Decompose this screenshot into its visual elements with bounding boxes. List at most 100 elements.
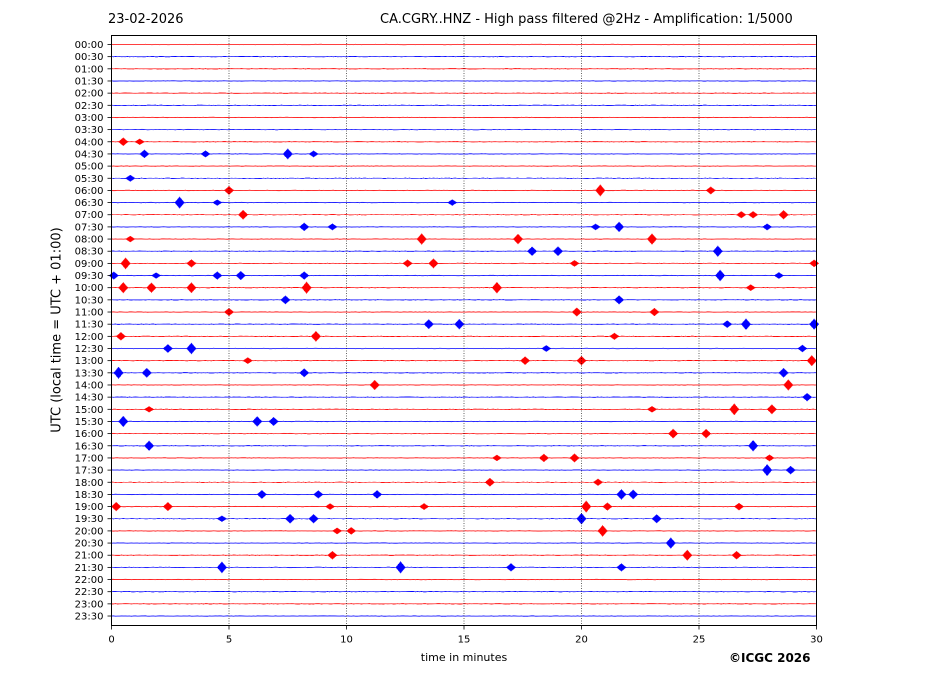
seismic-event [257, 490, 267, 499]
y-tick-label: 07:00 [75, 210, 104, 221]
seismic-event [125, 236, 135, 243]
seismic-event [111, 502, 121, 512]
seismic-event [722, 320, 732, 328]
y-tick-label: 04:30 [75, 149, 104, 160]
y-tick-label: 16:30 [75, 441, 104, 452]
seismic-event [706, 186, 716, 195]
y-tick-label: 16:00 [75, 429, 104, 440]
seismic-event [280, 295, 290, 305]
seismic-event [327, 551, 337, 560]
y-tick-label: 07:30 [75, 222, 104, 233]
trace-noise [111, 165, 816, 167]
seismic-event [572, 307, 582, 317]
seismic-event [313, 490, 323, 499]
trace-noise [111, 554, 816, 556]
seismic-event [424, 319, 434, 329]
seismic-event [741, 318, 751, 330]
y-tick-label: 10:30 [75, 295, 104, 306]
trace-noise [111, 335, 816, 338]
seismic-event [327, 223, 337, 231]
trace-noise [111, 92, 816, 94]
y-tick-label: 21:00 [75, 551, 104, 562]
trace-noise [111, 214, 816, 216]
seismic-event [217, 515, 227, 522]
seismic-event [419, 503, 429, 510]
x-tick-label: 25 [693, 635, 706, 646]
trace-noise [111, 116, 816, 119]
seismic-event [767, 404, 777, 415]
seismic-event [527, 246, 537, 256]
y-tick-label: 15:30 [75, 417, 104, 428]
y-tick-label: 19:30 [75, 514, 104, 525]
seismic-event [372, 490, 382, 499]
x-tick-label: 30 [810, 635, 823, 646]
trace-noise [111, 141, 816, 143]
seismic-event [186, 259, 196, 268]
seismic-event [224, 186, 234, 195]
seismic-event [779, 210, 789, 220]
seismic-event [591, 223, 601, 231]
seismic-event [283, 148, 293, 160]
trace-noise [111, 542, 816, 544]
seismic-event [299, 368, 309, 378]
trace-noise [111, 177, 816, 179]
seismic-event [146, 282, 156, 293]
trace-noise [111, 250, 816, 252]
seismic-event [729, 403, 739, 415]
seismic-event [762, 223, 772, 231]
trace-noise [111, 104, 816, 106]
y-tick-label: 22:30 [75, 587, 104, 598]
y-tick-label: 15:00 [75, 405, 104, 416]
x-tick-label: 5 [226, 635, 232, 646]
trace-noise [111, 201, 816, 204]
y-axis-label: UTC (local time = UTC + 01:00) [49, 227, 65, 433]
seismic-event [553, 246, 563, 256]
trace-noise [111, 359, 816, 362]
y-tick-label: 17:00 [75, 453, 104, 464]
seismic-event [116, 332, 126, 341]
seismic-event [732, 551, 742, 560]
seismic-event [144, 440, 154, 451]
seismic-event [576, 356, 587, 366]
seismic-event [243, 357, 253, 364]
seismic-event [593, 478, 603, 486]
seismic-event [682, 549, 692, 561]
trace-noise [111, 493, 816, 496]
seismic-event [628, 489, 638, 500]
seismic-event [734, 503, 744, 511]
seismic-event [285, 514, 295, 524]
y-tick-label: 06:00 [75, 186, 104, 197]
trace-noise [111, 445, 816, 447]
y-tick-label: 11:00 [75, 308, 104, 319]
y-tick-label: 14:00 [75, 380, 104, 391]
y-tick-label: 02:30 [75, 101, 104, 112]
seismic-event [224, 308, 234, 316]
seismic-event [736, 211, 746, 219]
x-tick-label: 20 [575, 635, 588, 646]
trace-noise [111, 262, 816, 265]
y-tick-label: 12:30 [75, 344, 104, 355]
y-tick-label: 14:30 [75, 393, 104, 404]
x-axis-ticks: 0 5 10 15 20 25 30 [108, 625, 823, 646]
seismic-event [809, 318, 819, 330]
y-tick-label: 12:00 [75, 332, 104, 343]
trace-noise [111, 68, 816, 70]
seismic-event [346, 527, 356, 535]
seismic-event [454, 319, 464, 330]
seismic-event [144, 406, 154, 413]
seismic-event [200, 150, 211, 158]
trace-noise [111, 238, 816, 240]
trace-noise [111, 566, 816, 569]
y-tick-label: 19:00 [75, 502, 104, 513]
seismic-event [774, 272, 784, 279]
seismic-event [217, 561, 227, 574]
seismic-event [783, 379, 793, 391]
seismic-event [569, 260, 580, 267]
chart-title: CA.CGRY..HNZ - High pass filtered @2Hz -… [380, 12, 793, 27]
y-tick-label: 13:00 [75, 356, 104, 367]
seismic-event [576, 513, 587, 525]
y-tick-label: 21:30 [75, 563, 104, 574]
y-tick-label: 00:30 [75, 52, 104, 63]
seismic-event [797, 344, 807, 353]
y-tick-label: 04:00 [75, 137, 104, 148]
